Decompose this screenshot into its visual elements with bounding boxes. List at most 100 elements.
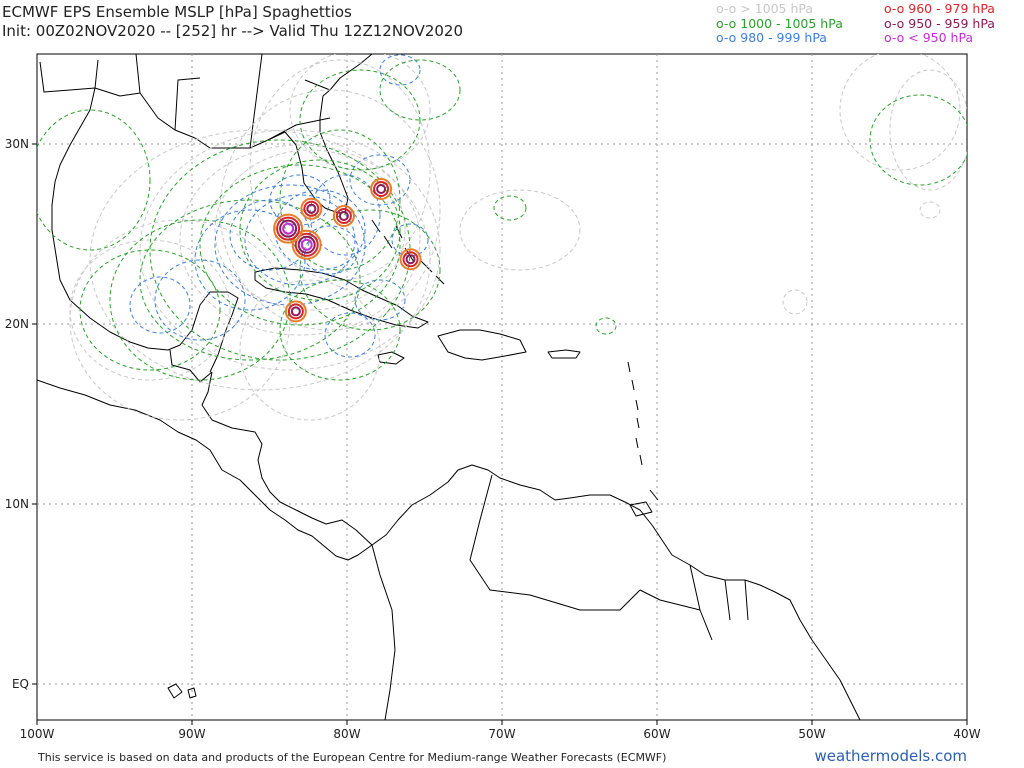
low-center-ring <box>279 219 298 238</box>
low-center-ring <box>282 222 295 235</box>
ensemble-contour <box>782 289 808 315</box>
central-america-caribbean <box>201 371 373 546</box>
south-america-coast <box>371 464 861 721</box>
ensemble-contour <box>354 279 406 321</box>
ensemble-contour <box>239 159 401 301</box>
map-title: ECMWF EPS Ensemble MSLP [hPa] Spaghettio… <box>2 3 352 21</box>
map-subtitle: Init: 00Z02NOV2020 -- [252] hr --> Valid… <box>2 22 464 40</box>
ensemble-contour <box>269 174 331 226</box>
ensemble-contour <box>379 54 421 86</box>
low-center-ring <box>370 178 393 200</box>
title-block: ECMWF EPS Ensemble MSLP [hPa] Spaghettio… <box>2 3 463 41</box>
x-tick-label: 60W <box>643 727 670 741</box>
graticule <box>37 54 967 720</box>
ensemble-contour <box>69 239 231 381</box>
y-axis-ticks: 30N 20N 10N EQ <box>5 137 37 691</box>
us-state-lines <box>94 53 331 149</box>
x-tick-label: 80W <box>333 727 360 741</box>
x-tick-label: 50W <box>798 727 825 741</box>
y-tick-label: 30N <box>5 137 29 151</box>
legend-item-1000-1005: o-o 1000 - 1005 hPa <box>716 15 843 31</box>
low-center-ring <box>297 235 316 254</box>
hispaniola <box>437 329 527 361</box>
legend-item-950-959: o-o 950 - 959 hPa <box>884 15 995 31</box>
ensemble-contour <box>309 174 381 256</box>
x-tick-label: 40W <box>953 727 980 741</box>
legend-item-gt1005: o-o > 1005 hPa <box>716 1 814 16</box>
footer-disclaimer: This service is based on data and produc… <box>38 751 667 764</box>
ensemble-contour <box>79 249 221 371</box>
low-center-ring <box>294 232 319 257</box>
ensemble-contour <box>379 59 461 121</box>
low-center-ring <box>402 251 419 268</box>
low-center-ring <box>284 300 307 323</box>
low-center-ring <box>303 200 320 217</box>
legend-left: o-o > 1005 hPa o-o 1000 - 1005 hPa o-o 9… <box>716 1 843 46</box>
low-center-ring <box>273 213 304 244</box>
ensemble-contour <box>219 89 441 331</box>
ensemble-contour <box>279 129 401 271</box>
ensemble-contour <box>129 276 191 334</box>
ensemble-contour <box>349 154 411 206</box>
legend-item-980-999: o-o 980 - 999 hPa <box>716 30 827 45</box>
lesser-antilles <box>627 361 659 501</box>
low-centers <box>273 178 422 323</box>
coastlines <box>36 53 861 721</box>
low-center-ring <box>291 229 322 260</box>
ensemble-contour <box>459 189 581 271</box>
ensemble-contour <box>214 184 366 306</box>
ensemble-contour <box>919 201 941 219</box>
legend-item-960-979: o-o 960 - 979 hPa <box>884 1 995 16</box>
yucatan-border <box>169 349 213 383</box>
x-tick-label: 70W <box>488 727 515 741</box>
y-tick-label: 20N <box>5 317 29 331</box>
ensemble-contour <box>391 223 429 257</box>
x-tick-label: 90W <box>178 727 205 741</box>
low-center-ring <box>405 254 416 265</box>
south-america-borders <box>371 474 749 721</box>
ensemble-contour <box>244 194 356 286</box>
legend-item-lt950: o-o < 950 hPa <box>884 30 974 45</box>
ensemble-contour <box>299 69 421 171</box>
low-center-ring <box>290 306 301 317</box>
central-america-pacific <box>36 379 373 561</box>
ensemble-contour <box>839 54 961 171</box>
ensemble-contour <box>301 225 359 275</box>
ensemble-contour <box>109 219 291 381</box>
low-center-ring <box>373 181 390 197</box>
ensemble-contour <box>179 144 421 336</box>
low-center-ring <box>332 205 355 227</box>
ensemble-contour <box>869 94 967 186</box>
ensemble-contour <box>279 279 401 381</box>
ensemble-contour <box>239 279 381 421</box>
trinidad <box>629 501 653 517</box>
ensemble-contour <box>139 129 441 371</box>
ensemble-contour <box>324 312 376 358</box>
ensemble-contour <box>289 54 431 171</box>
brand-link[interactable]: weathermodels.com <box>814 747 967 765</box>
ensemble-contour <box>214 149 406 311</box>
low-center-ring <box>287 303 304 320</box>
puerto-rico <box>547 349 581 359</box>
x-tick-label: 100W <box>20 727 55 741</box>
ensemble-contour <box>199 164 401 326</box>
low-center-ring <box>376 184 387 194</box>
low-center-ring <box>306 203 317 214</box>
ensemble-contour <box>889 69 967 191</box>
y-tick-label: EQ <box>12 677 29 691</box>
low-center-ring <box>276 216 301 241</box>
low-center-ring <box>300 197 323 220</box>
legend-right: o-o 960 - 979 hPa o-o 950 - 959 hPa o-o … <box>884 1 995 46</box>
mexico-gulf-coast <box>51 87 239 373</box>
map-frame <box>36 53 968 721</box>
ensemble-contour <box>493 195 527 221</box>
jamaica <box>377 351 405 365</box>
ensemble-contour <box>154 259 246 341</box>
ensemble-contour <box>299 209 441 331</box>
low-center-ring <box>335 208 352 224</box>
low-center-ring <box>399 248 422 271</box>
x-axis-ticks: 100W 90W 80W 70W 60W 50W 40W <box>20 720 981 741</box>
ensemble-contour <box>37 109 151 251</box>
low-center-ring <box>338 211 349 221</box>
ensemble-contour <box>595 317 617 335</box>
